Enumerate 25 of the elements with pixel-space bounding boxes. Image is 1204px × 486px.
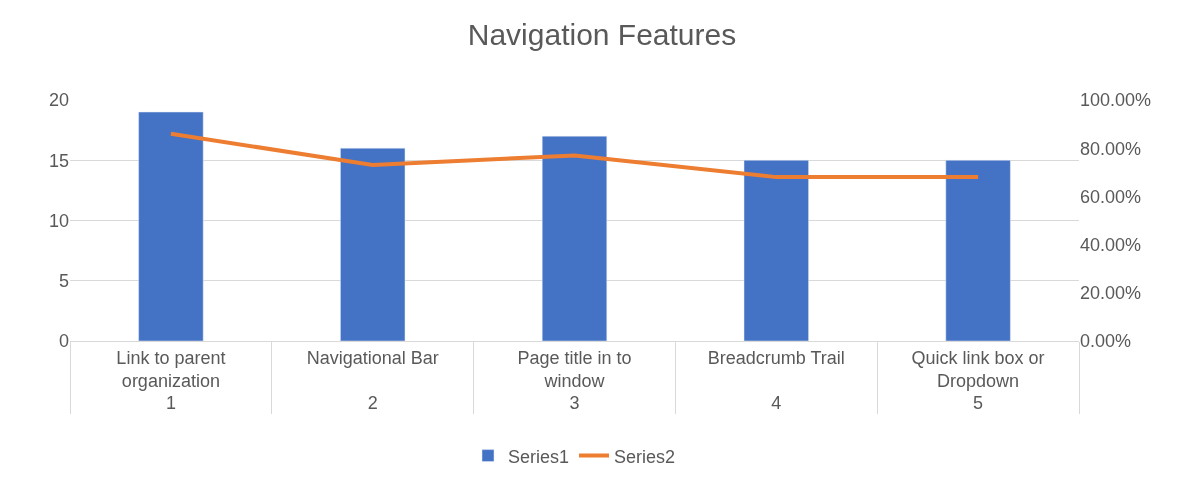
legend-label: Series1 <box>508 446 570 467</box>
y2-tick-label: 20.00% <box>1080 283 1142 304</box>
x-tick-label: Quick link box or Dropdown <box>911 347 1045 391</box>
chart-title: Navigation Features <box>467 17 737 51</box>
text: 2 <box>367 393 378 413</box>
y-tick-label: 10 <box>48 210 69 231</box>
text: 5 <box>973 393 984 413</box>
y2-tick-label: 40.00% <box>1080 234 1142 255</box>
y-tick-label: 0 <box>58 331 69 352</box>
x-tick-label: Page title in to window <box>517 347 632 391</box>
y-tick-label: 20 <box>48 90 69 111</box>
legend-label: Series2 <box>614 446 676 467</box>
y-tick-label: 15 <box>48 150 69 171</box>
line-series <box>168 131 981 180</box>
text: 1 <box>165 393 176 413</box>
x-tick-label: Navigational Bar <box>306 347 439 368</box>
y2-tick-label: 0.00% <box>1080 331 1132 352</box>
text: 4 <box>771 393 782 413</box>
y-tick-label: 5 <box>58 271 69 292</box>
y2-tick-label: 100.00% <box>1080 90 1152 111</box>
x-tick-label: Breadcrumb Trail <box>707 347 845 368</box>
x-tick-label: Link to parent organization <box>116 347 226 391</box>
y2-tick-label: 60.00% <box>1080 186 1142 207</box>
y2-tick-label: 80.00% <box>1080 138 1142 159</box>
text: 3 <box>569 393 580 413</box>
